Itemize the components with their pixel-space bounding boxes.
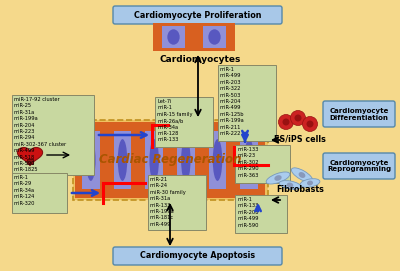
- Circle shape: [278, 115, 294, 130]
- Ellipse shape: [181, 139, 190, 181]
- Text: Cardiomyocyte Proliferation: Cardiomyocyte Proliferation: [134, 11, 261, 20]
- Text: miR-1
miR-29
miR-34a
miR-124
miR-320: miR-1 miR-29 miR-34a miR-124 miR-320: [14, 175, 36, 206]
- Bar: [153, 48, 235, 51]
- Bar: [218, 65, 276, 141]
- Bar: [170, 122, 177, 198]
- Ellipse shape: [118, 139, 127, 181]
- Text: miR-21
miR-24
miR-30 family
miR-31a
miR-133
miR-199a
miR-181c
miR-499: miR-21 miR-24 miR-30 family miR-31a miR-…: [150, 177, 186, 227]
- Text: miR-1
miR-133
miR-208
miR-499
miR-590: miR-1 miR-133 miR-208 miR-499 miR-590: [237, 197, 258, 228]
- Ellipse shape: [279, 181, 301, 189]
- Polygon shape: [18, 147, 42, 166]
- Bar: [131, 122, 138, 198]
- Ellipse shape: [300, 179, 320, 187]
- FancyBboxPatch shape: [113, 247, 282, 265]
- Bar: [185, 23, 194, 51]
- Ellipse shape: [150, 139, 159, 181]
- Text: ES/iPS cells: ES/iPS cells: [274, 134, 326, 143]
- Ellipse shape: [299, 172, 305, 178]
- Bar: [27, 159, 33, 164]
- Bar: [12, 173, 67, 213]
- Bar: [162, 23, 185, 51]
- Bar: [194, 23, 203, 51]
- Text: Let-7i
miR-1
miR-15 family
miR-26a/b
miR-34a
miR-128
miR-133: Let-7i miR-1 miR-15 family miR-26a/b miR…: [157, 99, 192, 142]
- Ellipse shape: [307, 180, 313, 185]
- Bar: [226, 23, 235, 51]
- Bar: [233, 122, 240, 198]
- Ellipse shape: [244, 139, 254, 181]
- Bar: [203, 23, 226, 51]
- Ellipse shape: [274, 175, 282, 181]
- Circle shape: [290, 111, 306, 125]
- Circle shape: [282, 118, 290, 125]
- Circle shape: [306, 121, 314, 127]
- Bar: [195, 122, 202, 198]
- Text: Fibrobasts: Fibrobasts: [276, 185, 324, 194]
- Bar: [75, 122, 82, 198]
- Bar: [153, 23, 235, 26]
- Text: Cardiomyocyte
Differentiation: Cardiomyocyte Differentiation: [329, 108, 389, 121]
- Bar: [75, 189, 265, 198]
- Ellipse shape: [208, 29, 221, 45]
- Ellipse shape: [266, 172, 290, 184]
- Text: Cardiomyocytes: Cardiomyocytes: [159, 55, 241, 64]
- Bar: [100, 122, 107, 198]
- FancyBboxPatch shape: [113, 6, 282, 24]
- Bar: [235, 195, 287, 233]
- Bar: [107, 122, 114, 198]
- Bar: [202, 122, 209, 198]
- Circle shape: [302, 117, 318, 131]
- Text: Cardiomyocyte Apoptosis: Cardiomyocyte Apoptosis: [140, 251, 255, 260]
- Ellipse shape: [86, 139, 96, 181]
- Circle shape: [294, 115, 302, 121]
- Text: miR-133
miR-23
miR-302
miR-290
miR-363: miR-133 miR-23 miR-302 miR-290 miR-363: [237, 147, 259, 178]
- Bar: [240, 122, 258, 198]
- Bar: [12, 95, 94, 175]
- Ellipse shape: [213, 139, 222, 181]
- Bar: [82, 122, 100, 198]
- Bar: [209, 122, 226, 198]
- Ellipse shape: [167, 29, 180, 45]
- Bar: [226, 122, 233, 198]
- Text: Cardiac Regeneration: Cardiac Regeneration: [99, 153, 241, 166]
- Bar: [153, 23, 162, 51]
- Bar: [258, 122, 265, 198]
- Bar: [145, 122, 163, 198]
- Bar: [235, 145, 290, 183]
- Ellipse shape: [291, 168, 313, 182]
- Bar: [163, 122, 170, 198]
- Bar: [73, 120, 268, 200]
- Text: Cardiomyocyte
Reprogramming: Cardiomyocyte Reprogramming: [327, 160, 391, 173]
- Ellipse shape: [287, 183, 293, 188]
- Bar: [138, 122, 145, 198]
- FancyBboxPatch shape: [323, 101, 395, 127]
- Bar: [148, 175, 206, 230]
- Bar: [155, 97, 213, 147]
- Text: miR-17-92 cluster
miR-25
miR-31a
miR-199a
miR-204
miR-223
miR-294
miR-302-367 cl: miR-17-92 cluster miR-25 miR-31a miR-199…: [14, 97, 66, 172]
- Bar: [114, 122, 131, 198]
- Bar: [177, 122, 195, 198]
- Bar: [75, 122, 265, 131]
- Text: miR-1
miR-499
miR-203
miR-322
miR-503
miR-204
miR-499
miR-125b
miR-199a
miR-211
: miR-1 miR-499 miR-203 miR-322 miR-503 mi…: [220, 67, 245, 136]
- FancyBboxPatch shape: [323, 153, 395, 179]
